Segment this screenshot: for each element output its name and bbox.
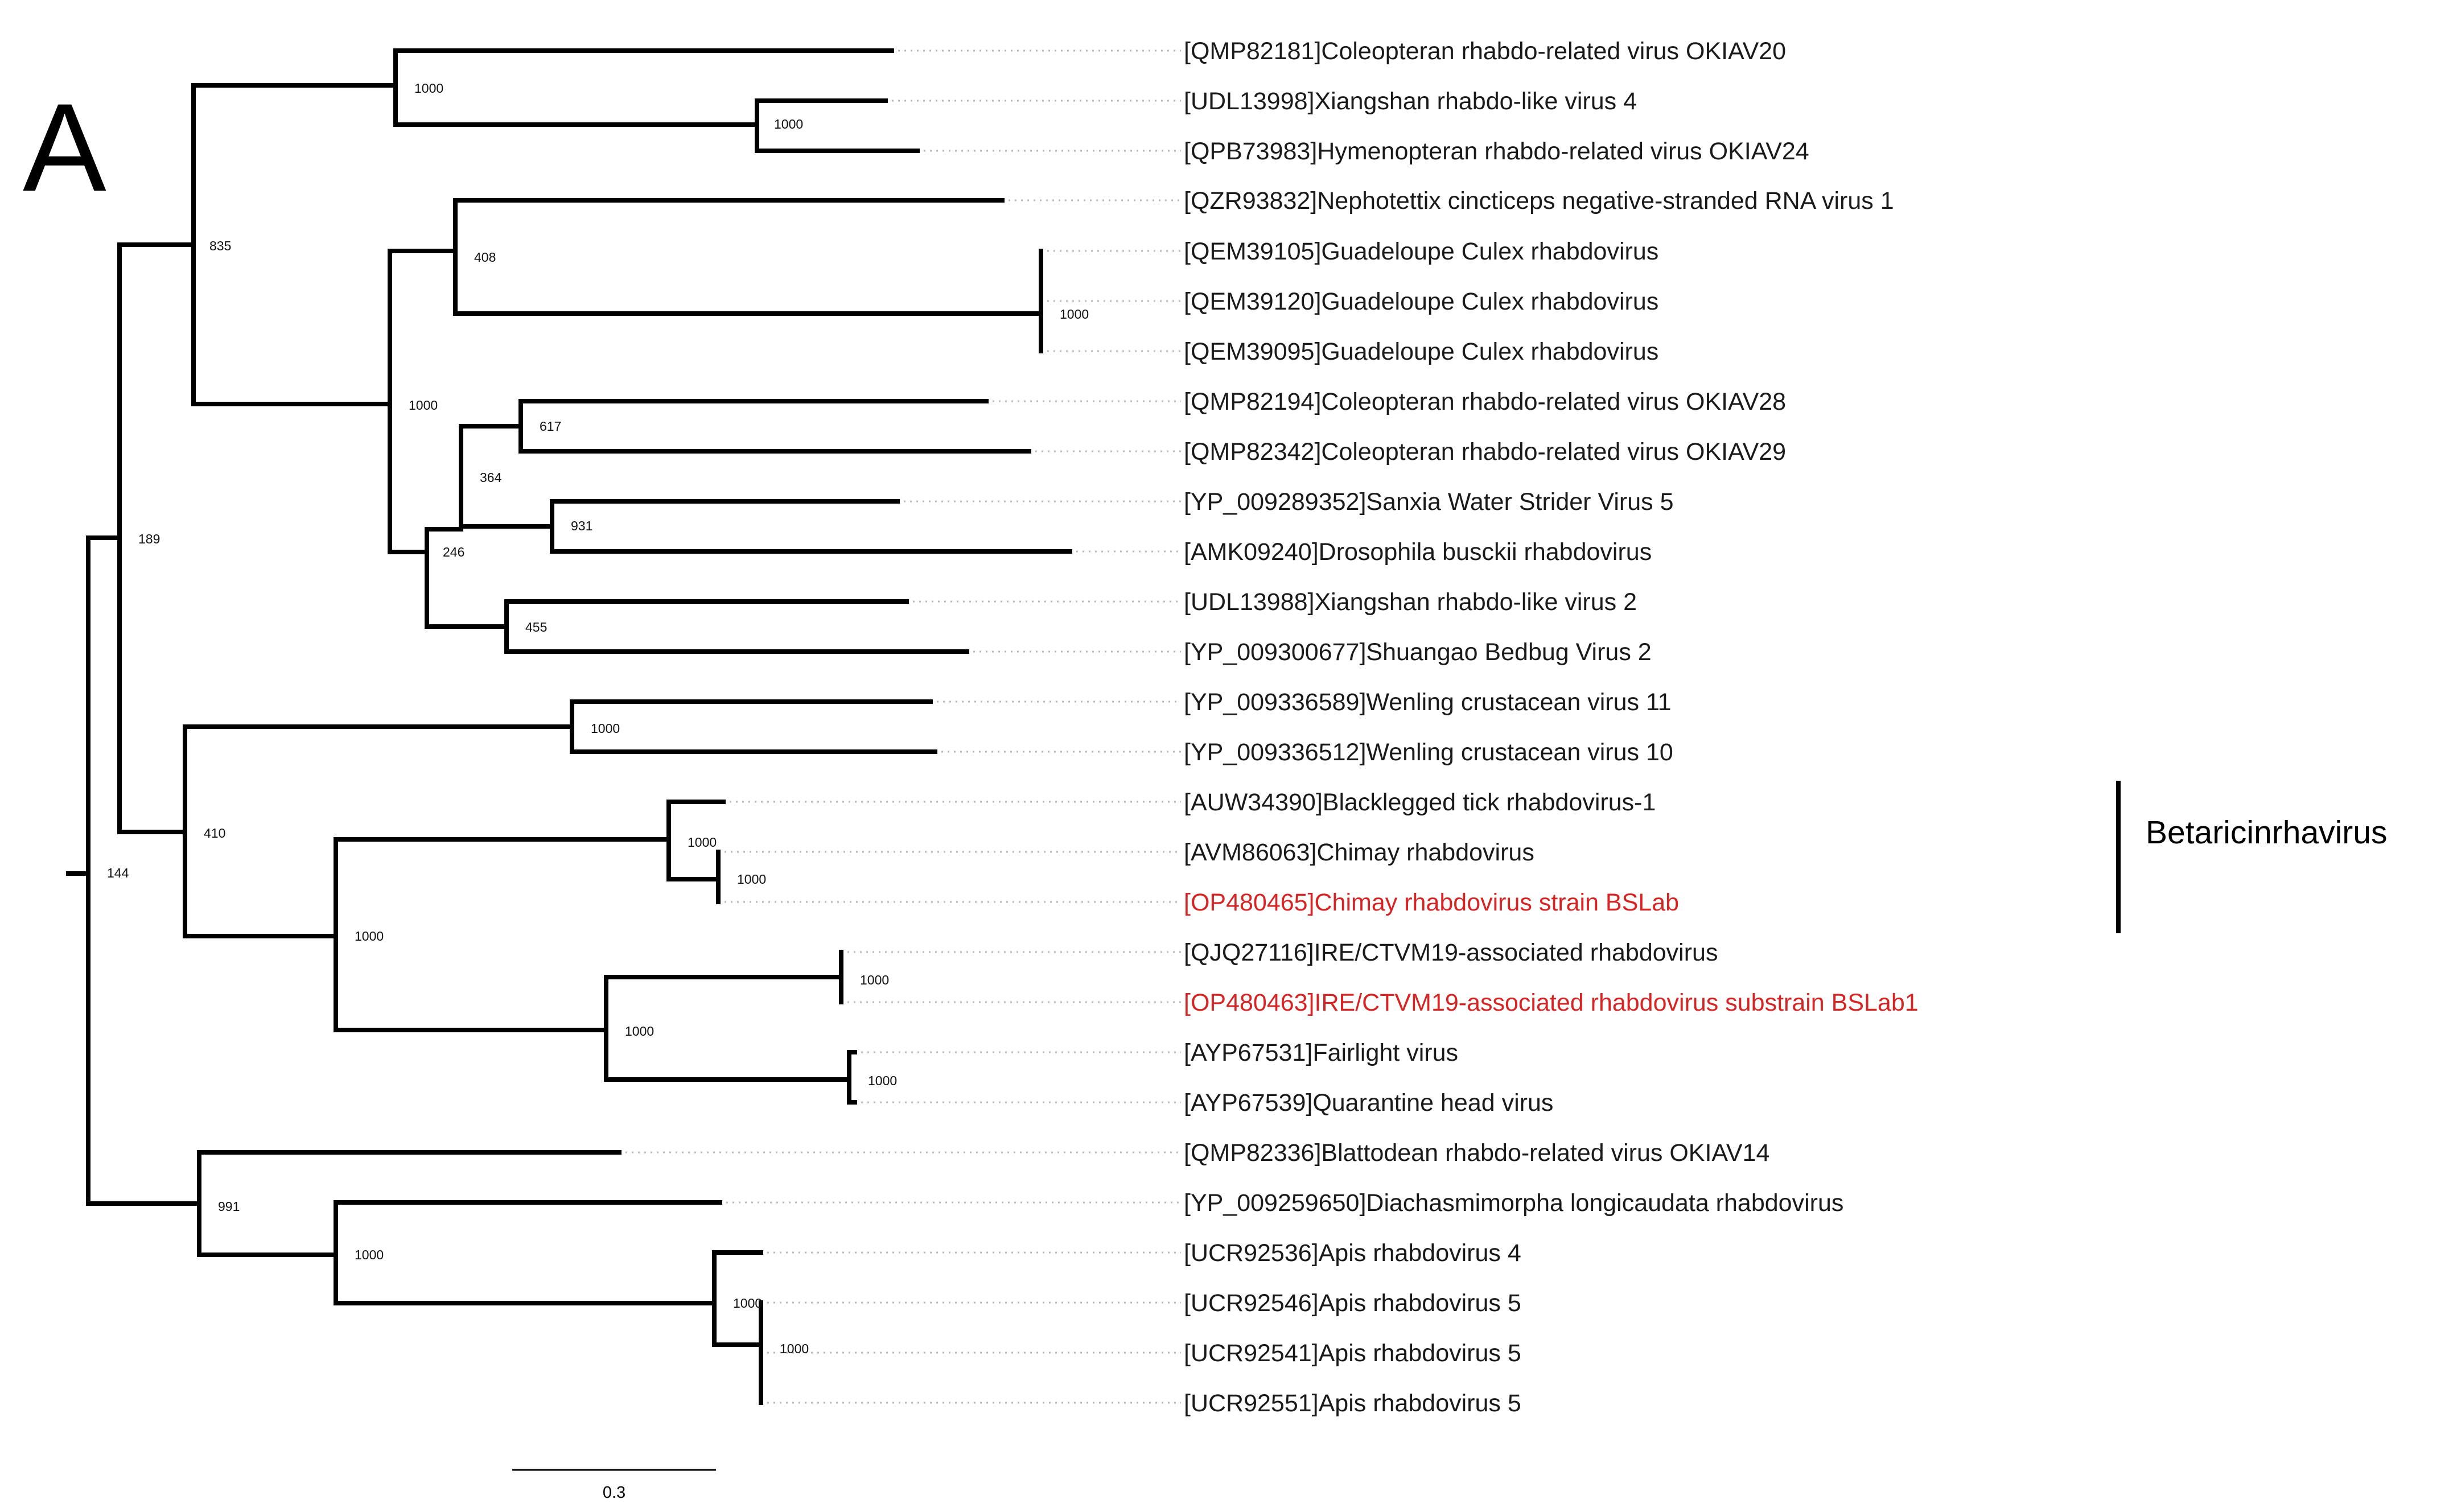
taxon-label-highlighted: [OP480463]IRE/CTVM19-associated rhabdovi… bbox=[1184, 989, 1919, 1016]
taxon-label: [QEM39105]Guadeloupe Culex rhabdovirus bbox=[1184, 238, 1658, 265]
bootstrap-value: 1000 bbox=[409, 398, 438, 413]
taxon-label: [UCR92551]Apis rhabdovirus 5 bbox=[1184, 1390, 1521, 1417]
taxon-label: [UCR92541]Apis rhabdovirus 5 bbox=[1184, 1340, 1521, 1367]
taxon-label: [QJQ27116]IRE/CTVM19-associated rhabdovi… bbox=[1184, 939, 1718, 966]
bootstrap-value: 455 bbox=[525, 620, 547, 635]
taxon-label-highlighted: [OP480465]Chimay rhabdovirus strain BSLa… bbox=[1184, 889, 1679, 916]
panel-label: A bbox=[23, 77, 106, 217]
bootstrap-value: 1000 bbox=[737, 872, 766, 887]
taxon-label: [YP_009336589]Wenling crustacean virus 1… bbox=[1184, 689, 1672, 716]
taxon-label: [UCR92546]Apis rhabdovirus 5 bbox=[1184, 1289, 1521, 1317]
taxon-label: [YP_009289352]Sanxia Water Strider Virus… bbox=[1184, 488, 1674, 516]
bootstrap-value: 1000 bbox=[868, 1073, 897, 1088]
bootstrap-value: 1000 bbox=[688, 835, 717, 850]
taxon-label: [YP_009259650]Diachasmimorpha longicauda… bbox=[1184, 1189, 1843, 1217]
bootstrap-value: 1000 bbox=[1060, 307, 1089, 322]
bootstrap-value: 1000 bbox=[414, 81, 443, 96]
taxon-label: [AVM86063]Chimay rhabdovirus bbox=[1184, 839, 1534, 866]
taxon-label: [YP_009300677]Shuangao Bedbug Virus 2 bbox=[1184, 638, 1652, 666]
bootstrap-value: 1000 bbox=[625, 1024, 654, 1039]
bootstrap-value: 835 bbox=[209, 238, 231, 253]
taxon-label: [YP_009336512]Wenling crustacean virus 1… bbox=[1184, 739, 1673, 766]
bootstrap-value: 1000 bbox=[733, 1296, 762, 1311]
taxon-label: [QMP82194]Coleopteran rhabdo-related vir… bbox=[1184, 388, 1786, 415]
bootstrap-value: 1000 bbox=[860, 973, 889, 987]
scale-bar-label: 0.3 bbox=[603, 1484, 625, 1502]
taxon-label: [AMK09240]Drosophila busckii rhabdovirus bbox=[1184, 538, 1652, 566]
taxon-labels: [QMP82181]Coleopteran rhabdo-related vir… bbox=[1184, 38, 1919, 1417]
taxon-label: [QPB73983]Hymenopteran rhabdo-related vi… bbox=[1184, 138, 1809, 165]
bootstrap-values: 1000 1000 835 408 1000 1000 617 364 931 … bbox=[107, 81, 1089, 1356]
bootstrap-value: 1000 bbox=[774, 117, 803, 131]
bootstrap-value: 931 bbox=[571, 518, 592, 533]
taxon-label: [AYP67539]Quarantine head virus bbox=[1184, 1089, 1553, 1117]
taxon-label: [AYP67531]Fairlight virus bbox=[1184, 1039, 1458, 1066]
bootstrap-value: 1000 bbox=[591, 721, 620, 736]
taxon-label: [QMP82342]Coleopteran rhabdo-related vir… bbox=[1184, 438, 1786, 465]
taxon-label: [QMP82336]Blattodean rhabdo-related viru… bbox=[1184, 1139, 1769, 1167]
bootstrap-value: 1000 bbox=[355, 929, 384, 944]
bootstrap-value: 144 bbox=[107, 866, 129, 880]
bootstrap-value: 410 bbox=[204, 826, 225, 841]
taxon-label: [UDL13998]Xiangshan rhabdo-like virus 4 bbox=[1184, 88, 1637, 115]
taxon-label: [QZR93832]Nephotettix cincticeps negativ… bbox=[1184, 187, 1894, 215]
leader-lines bbox=[619, 50, 1181, 1404]
bootstrap-value: 364 bbox=[480, 470, 502, 485]
bootstrap-value: 189 bbox=[138, 532, 160, 546]
taxon-label: [QEM39095]Guadeloupe Culex rhabdovirus bbox=[1184, 338, 1658, 365]
taxon-label: [QEM39120]Guadeloupe Culex rhabdovirus bbox=[1184, 288, 1658, 315]
bootstrap-value: 1000 bbox=[780, 1341, 809, 1356]
bootstrap-value: 408 bbox=[474, 250, 496, 265]
clade-label: Betaricinrhavirus bbox=[2146, 814, 2388, 851]
tree-branches bbox=[66, 48, 1072, 1405]
bootstrap-value: 617 bbox=[540, 419, 561, 434]
taxon-label: [QMP82181]Coleopteran rhabdo-related vir… bbox=[1184, 38, 1786, 65]
bootstrap-value: 991 bbox=[218, 1199, 240, 1214]
taxon-label: [UCR92536]Apis rhabdovirus 4 bbox=[1184, 1239, 1521, 1267]
bootstrap-value: 1000 bbox=[355, 1247, 384, 1262]
taxon-label: [UDL13988]Xiangshan rhabdo-like virus 2 bbox=[1184, 588, 1637, 616]
taxon-label: [AUW34390]Blacklegged tick rhabdovirus-1 bbox=[1184, 789, 1656, 816]
bootstrap-value: 246 bbox=[443, 545, 464, 559]
